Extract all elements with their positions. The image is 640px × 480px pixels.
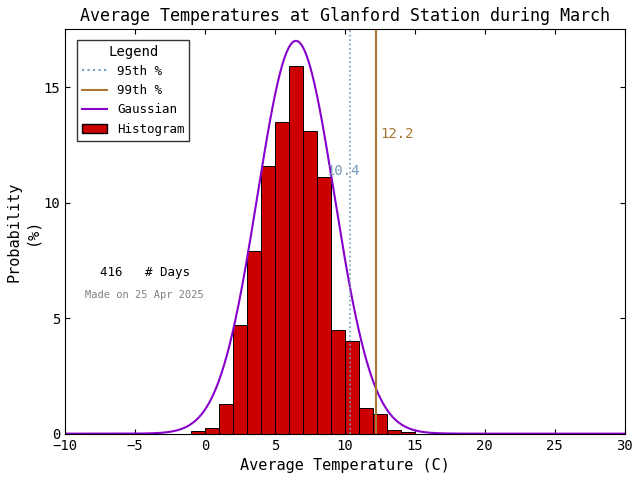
Gaussian [61,431,69,436]
Legend: 95th %, 99th %, Gaussian, Histogram: 95th %, 99th %, Gaussian, Histogram [77,39,189,141]
Bar [219,404,233,433]
Bar [303,131,317,433]
Text: 12.2: 12.2 [380,127,413,141]
Gaussian [498,431,506,436]
Bar [359,408,373,433]
Gaussian [621,431,628,436]
Gaussian [308,71,316,77]
Text: Made on 25 Apr 2025: Made on 25 Apr 2025 [84,290,204,300]
Text: 416   # Days: 416 # Days [84,266,189,279]
Line: Gaussian: Gaussian [65,41,625,433]
Gaussian [287,41,295,47]
Text: 10.4: 10.4 [326,164,360,178]
99th % [372,431,380,436]
Bar [387,430,401,433]
99th % [372,408,380,413]
Bar [275,122,289,433]
Gaussian [292,38,300,44]
95th % [347,408,355,413]
Bar [289,66,303,433]
Bar [345,341,359,433]
Bar [317,177,331,433]
Bar [247,251,261,433]
Gaussian [446,431,454,436]
Bar [233,325,247,433]
Bar [205,428,219,433]
Y-axis label: Probability
(%): Probability (%) [7,181,39,282]
Bar [331,330,345,433]
95th % [347,431,355,436]
Bar [373,414,387,433]
Bar [261,166,275,433]
X-axis label: Average Temperature (C): Average Temperature (C) [240,458,450,473]
Bar [401,432,415,433]
Gaussian [118,431,126,436]
Title: Average Temperatures at Glanford Station during March: Average Temperatures at Glanford Station… [80,7,610,25]
Bar [191,432,205,433]
Gaussian [508,431,516,436]
